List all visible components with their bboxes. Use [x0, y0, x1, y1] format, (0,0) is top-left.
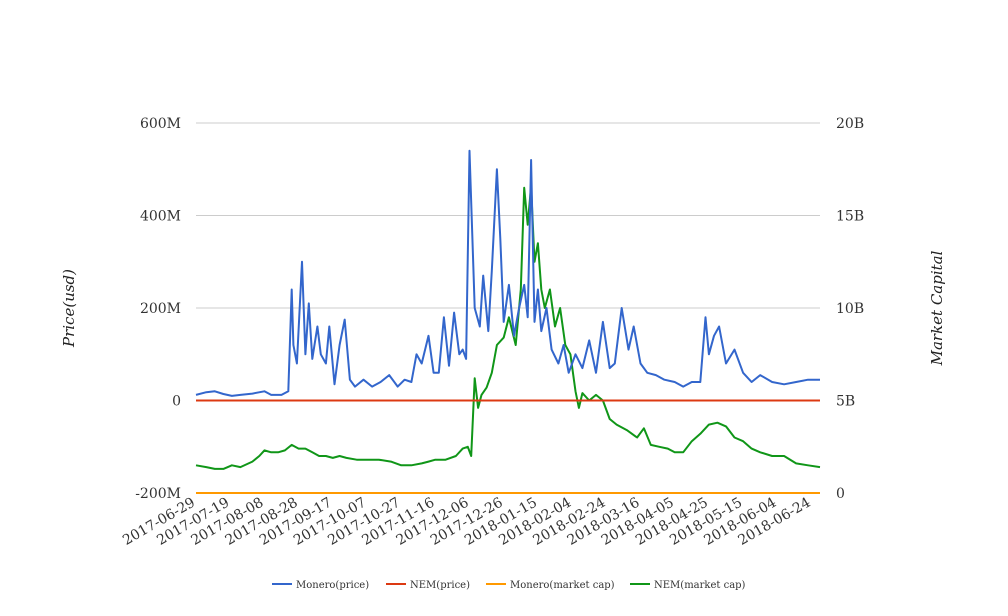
legend-label: Monero(market cap) [510, 580, 615, 591]
legend-item-monero-price[interactable]: Monero(price) [272, 580, 369, 591]
y-right-tick-label: 10B [836, 301, 864, 317]
gridlines [196, 122, 820, 494]
y-right-tick-label: 5B [836, 394, 855, 410]
legend[interactable]: Monero(price) NEM(price) Monero(market cap… [272, 580, 746, 591]
y-right-tick-label: 20B [836, 116, 864, 132]
series-lines [195, 149, 821, 494]
y-left-tick-label: 400M [140, 209, 181, 225]
legend-item-nem-market-cap[interactable]: NEM(market cap) [630, 580, 746, 591]
legend-label: Monero(price) [296, 580, 369, 591]
legend-label: NEM(price) [410, 580, 470, 591]
y-left-tick-label: -200M [135, 486, 181, 502]
legend-item-monero-market-cap[interactable]: Monero(market cap) [486, 580, 615, 591]
y-right-tick-label: 0 [836, 486, 845, 502]
y-left-axis: -200M 0 200M 400M 600M [135, 116, 181, 502]
y-left-axis-title: Price(usd) [60, 269, 78, 348]
legend-label: NEM(market cap) [654, 580, 746, 591]
y-right-axis: 0 5B 10B 15B 20B [836, 116, 864, 502]
y-left-tick-label: 200M [140, 301, 181, 317]
x-axis: 2017-06-292017-07-192017-08-082017-08-28… [120, 495, 813, 549]
legend-item-nem-price[interactable]: NEM(price) [386, 580, 470, 591]
y-left-tick-label: 600M [140, 116, 181, 132]
series-line-nem-market-cap [195, 184, 821, 470]
y-left-tick-label: 0 [172, 394, 181, 410]
y-right-axis-title: Market Capital [928, 250, 946, 366]
series-line-monero-price [195, 149, 820, 397]
y-right-tick-label: 15B [836, 209, 864, 225]
